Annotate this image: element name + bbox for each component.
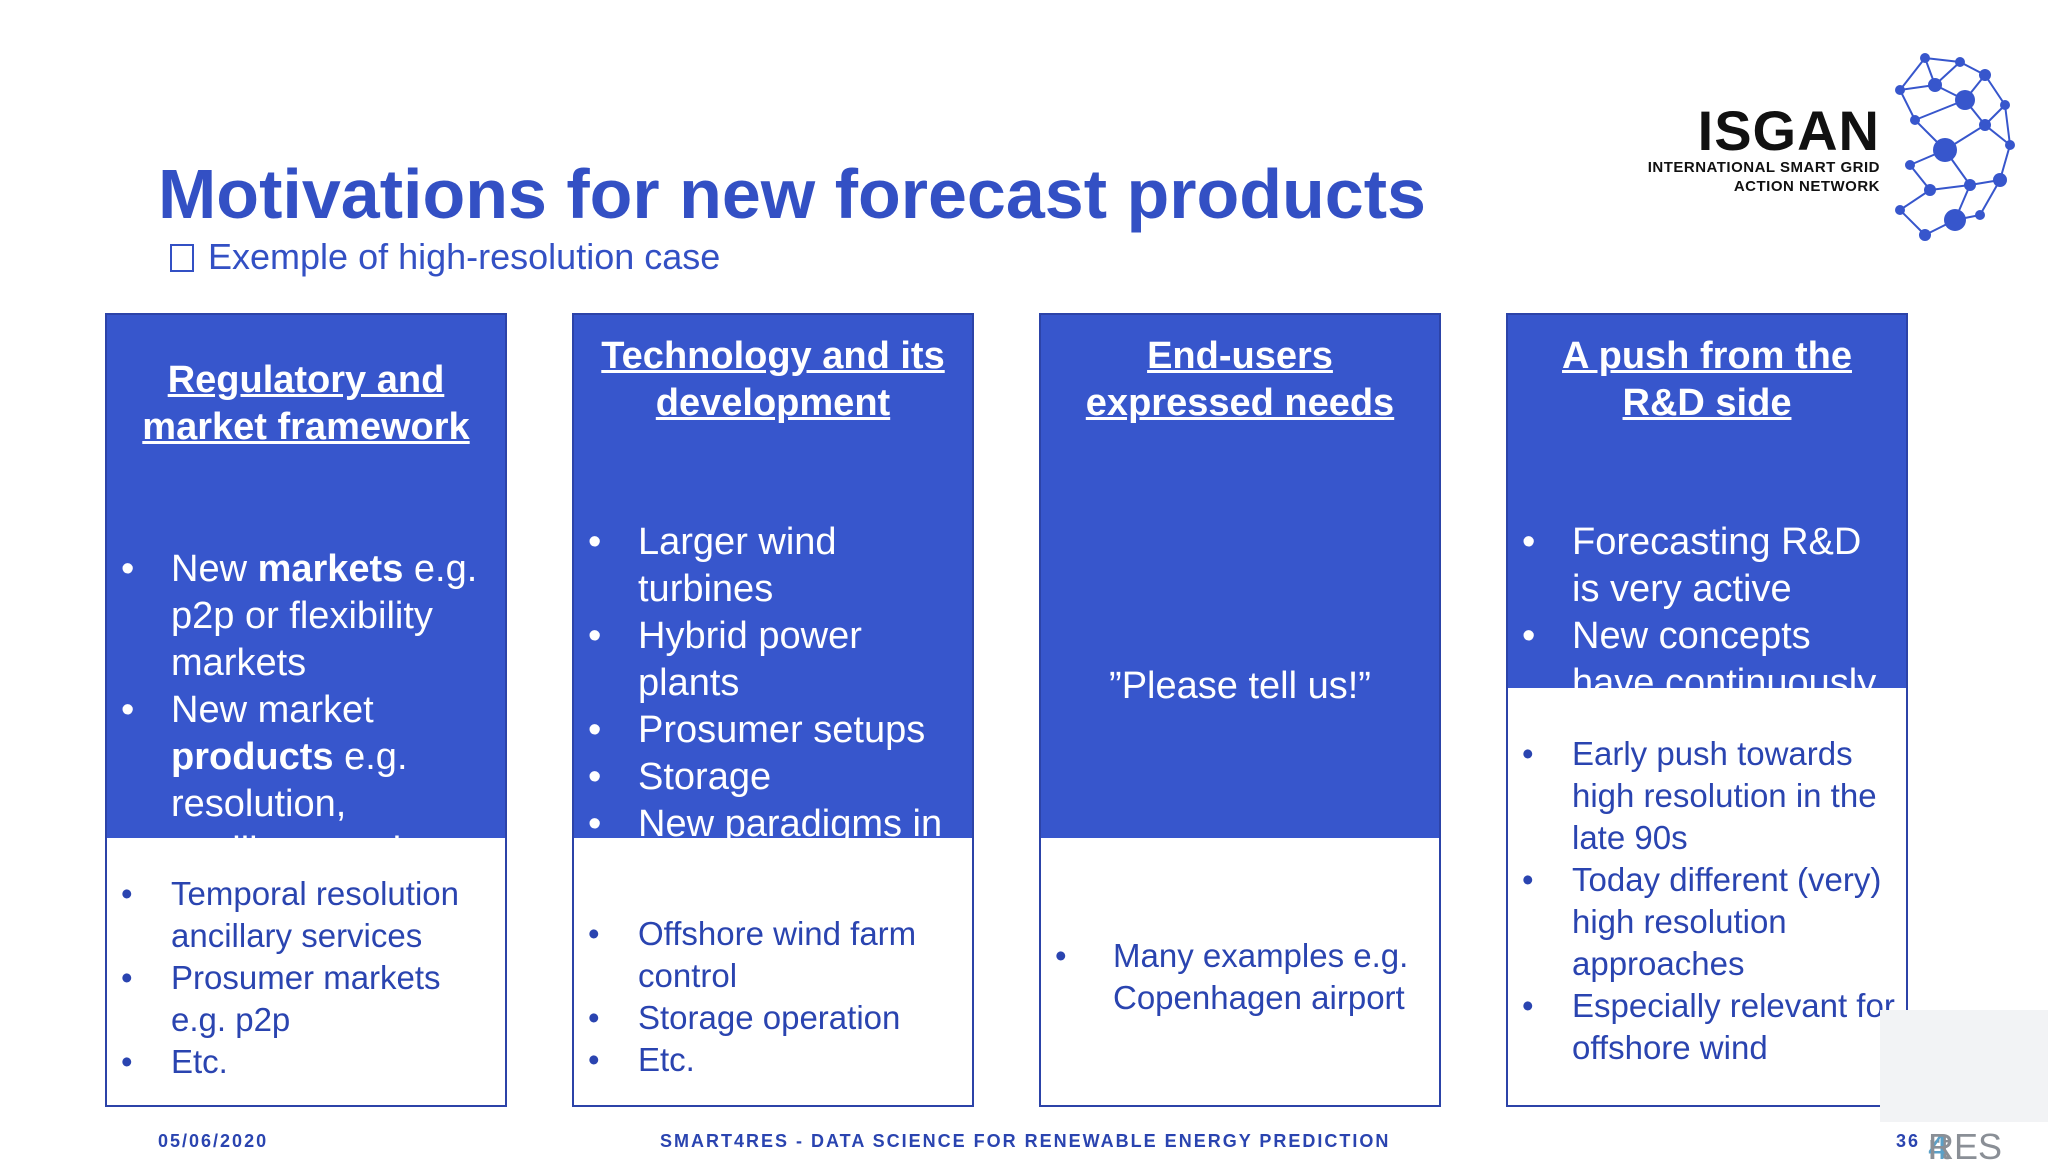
slide-title: Motivations for new forecast products: [158, 155, 1426, 233]
logo-wordmark: ISGAN: [1697, 99, 1880, 162]
list-item: Larger wind turbines: [574, 519, 958, 613]
list-item: New paradigms in: [574, 801, 958, 838]
heading-line-1: Regulatory and: [167, 359, 445, 401]
list-item: New concepts have continuously: [1508, 613, 1892, 688]
column-technology: Technology and its development Larger wi…: [572, 313, 974, 1107]
heading-line-1: A push from the: [1562, 335, 1852, 377]
column-technology-bottom-list: Offshore wind farm control Storage opera…: [574, 913, 962, 1081]
column-rnd-bottom-list: Early push towards high resolution in th…: [1508, 733, 1896, 1069]
list-item: Forecasting R&D is very active: [1508, 519, 1892, 613]
column-regulatory-heading: Regulatory and market framework: [107, 357, 505, 451]
footer-center-text: SMART4RES - DATA SCIENCE FOR RENEWABLE E…: [660, 1131, 1391, 1151]
column-regulatory-top: Regulatory and market framework New mark…: [107, 315, 505, 838]
column-technology-heading: Technology and its development: [574, 333, 972, 427]
column-regulatory: Regulatory and market framework New mark…: [105, 313, 507, 1107]
heading-line-2: R&D side: [1622, 382, 1792, 424]
list-item: Today different (very) high resolution a…: [1508, 859, 1896, 985]
list-item: Prosumer setups: [574, 707, 958, 754]
list-item: Early push towards high resolution in th…: [1508, 733, 1896, 859]
column-end-users-heading: End-users expressed needs: [1041, 333, 1439, 427]
heading-line-1: End-users: [1147, 335, 1333, 377]
footer-date: 05/06/2020: [158, 1131, 269, 1151]
list-item: Etc.: [107, 1041, 495, 1083]
column-regulatory-top-list: New markets e.g. p2p or flexibility mark…: [107, 546, 505, 838]
list-item: Storage operation: [574, 997, 962, 1039]
column-end-users: End-users expressed needs ”Please tell u…: [1039, 313, 1441, 1107]
list-item: Especially relevant for offshore wind: [1508, 985, 1896, 1069]
list-item: Offshore wind farm control: [574, 913, 962, 997]
heading-line-2: expressed needs: [1085, 382, 1395, 424]
footer-page-number: 36: [1896, 1131, 1921, 1151]
logo-tagline-line-2: ACTION NETWORK: [1733, 178, 1880, 195]
checkbox-glyph-icon: [170, 244, 194, 272]
slide-subtitle: Exemple of high-resolution case: [170, 236, 720, 278]
column-end-users-top: End-users expressed needs ”Please tell u…: [1041, 315, 1439, 838]
list-item: Hybrid power plants: [574, 613, 958, 707]
logo-tagline: INTERNATIONAL SMART GRID ACTION NETWORK: [1648, 158, 1880, 196]
list-item: Storage: [574, 754, 958, 801]
column-regulatory-bottom-list: Temporal resolution ancillary services P…: [107, 873, 495, 1083]
list-item: Etc.: [574, 1039, 962, 1081]
list-item: Prosumer markets e.g. p2p: [107, 957, 495, 1041]
smart4res-watermark: rt 4 RES: [1880, 1010, 2048, 1167]
heading-line-1: Technology and its: [601, 335, 945, 377]
list-item: Many examples e.g. Copenhagen airport: [1041, 935, 1429, 1019]
logo-tagline-line-1: INTERNATIONAL SMART GRID: [1647, 159, 1880, 176]
list-item: Temporal resolution ancillary services: [107, 873, 495, 957]
column-rnd-top-list: Forecasting R&D is very active New conce…: [1508, 519, 1906, 688]
end-users-quote: ”Please tell us!”: [1109, 665, 1371, 707]
heading-line-2: development: [655, 382, 891, 424]
isgan-logo: ISGAN INTERNATIONAL SMART GRID ACTION NE…: [1640, 50, 2020, 260]
subtitle-text: Exemple of high-resolution case: [208, 236, 721, 277]
column-technology-top: Technology and its development Larger wi…: [574, 315, 972, 838]
list-item: New market products e.g. resolution, anc…: [107, 687, 491, 838]
column-end-users-bottom-list: Many examples e.g. Copenhagen airport: [1041, 935, 1429, 1019]
heading-line-2: market framework: [142, 406, 470, 448]
network-graph-icon: [1895, 53, 2015, 241]
list-item: New markets e.g. p2p or flexibility mark…: [107, 546, 491, 687]
column-rnd-top: A push from the R&D side Forecasting R&D…: [1508, 315, 1906, 688]
column-technology-top-list: Larger wind turbines Hybrid power plants…: [574, 519, 972, 838]
column-rnd: A push from the R&D side Forecasting R&D…: [1506, 313, 1908, 1107]
column-rnd-heading: A push from the R&D side: [1508, 333, 1906, 427]
